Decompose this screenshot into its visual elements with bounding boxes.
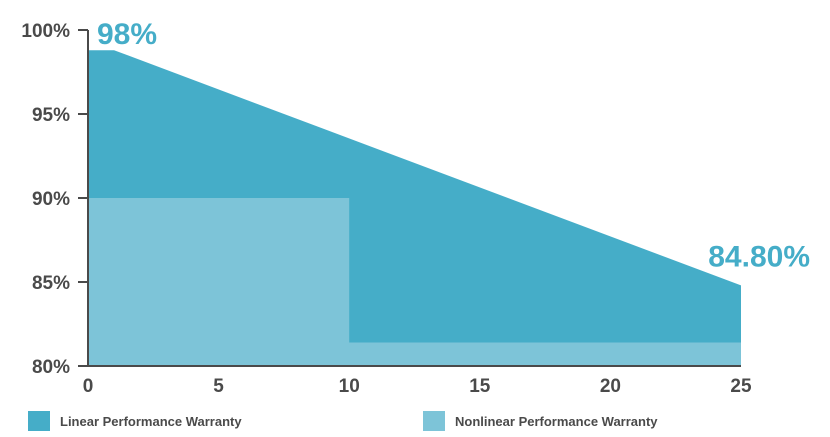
- y-tick-label: 95%: [32, 105, 70, 126]
- x-tick-label: 10: [339, 376, 360, 397]
- x-tick-label: 15: [469, 376, 491, 397]
- y-tick-label: 80%: [32, 357, 70, 378]
- legend-swatch-linear: [28, 411, 50, 431]
- callout-start-value: 98%: [97, 18, 157, 51]
- series-area-nonlinear: [88, 198, 741, 366]
- y-tick-label: 100%: [21, 21, 70, 42]
- y-tick-label: 85%: [32, 273, 70, 294]
- legend-label-linear: Linear Performance Warranty: [60, 414, 242, 429]
- x-tick-label: 20: [600, 376, 621, 397]
- y-tick-label: 90%: [32, 189, 70, 210]
- legend-swatch-nonlinear: [423, 411, 445, 431]
- x-tick-label: 25: [730, 376, 752, 397]
- x-tick-label: 5: [213, 376, 224, 397]
- x-tick-label: 0: [83, 376, 94, 397]
- legend-label-nonlinear: Nonlinear Performance Warranty: [455, 414, 658, 429]
- callout-end-value: 84.80%: [708, 240, 810, 273]
